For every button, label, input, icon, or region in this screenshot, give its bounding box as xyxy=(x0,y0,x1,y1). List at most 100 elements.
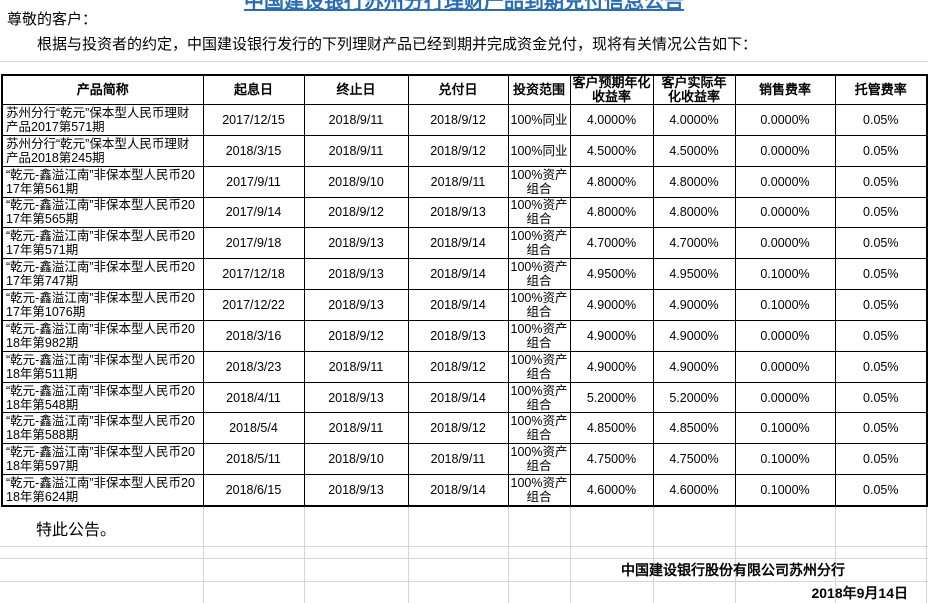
cell-product-name: “乾元-鑫溢江南”非保本型人民币2018年第624期 xyxy=(1,474,204,507)
cell-investment-scope: 100%资产组合 xyxy=(507,350,571,383)
cell-actual-yield: 4.9000% xyxy=(652,289,736,321)
cell-sales-fee: 0.0000% xyxy=(734,227,836,260)
table-row: “乾元-鑫溢江南”非保本型人民币2018年第548期 2018/4/11 2018/… xyxy=(1,381,928,414)
cell-end-date: 2018/9/13 xyxy=(303,381,409,414)
cell-expected-yield: 4.7000% xyxy=(569,227,654,260)
cell-custody-fee: 0.05% xyxy=(834,104,928,136)
products-table: 产品简称 起息日 终止日 兑付日 投资范围 客户预期年化收益率 客户实际年化收益率 销售费率托… xyxy=(1,74,928,507)
cell-payment-date: 2018/9/14 xyxy=(407,227,509,260)
column-header: 托管费率 xyxy=(834,74,928,105)
gridline-vertical xyxy=(508,507,509,603)
cell-product-name: “乾元-鑫溢江南”非保本型人民币2017年第747期 xyxy=(1,258,204,291)
cell-payment-date: 2018/9/14 xyxy=(407,289,509,321)
cell-sales-fee: 0.0000% xyxy=(734,165,836,198)
cell-product-name: 苏州分行“乾元”保本型人民币理财产品2018第245期 xyxy=(1,134,204,167)
column-header: 终止日 xyxy=(303,74,409,105)
cell-product-name: “乾元-鑫溢江南”非保本型人民币2018年第548期 xyxy=(1,381,204,414)
cell-actual-yield: 4.5000% xyxy=(652,134,736,167)
greeting-text: 尊敬的客户： xyxy=(7,11,98,28)
cell-actual-yield: 4.8500% xyxy=(652,412,736,445)
column-header: 投资范围 xyxy=(507,74,571,105)
closing-text: 特此公告。 xyxy=(36,522,117,539)
cell-custody-fee: 0.05% xyxy=(834,227,928,260)
cell-start-date: 2018/3/16 xyxy=(202,319,305,352)
cell-payment-date: 2018/9/14 xyxy=(407,258,509,291)
page-title: 中国建设银行苏州分行理财产品到期兑付信息公告 xyxy=(244,0,684,13)
cell-product-name: “乾元-鑫溢江南”非保本型人民币2017年第565期 xyxy=(1,196,204,229)
cell-actual-yield: 4.0000% xyxy=(652,104,736,136)
column-header: 客户预期年化收益率 xyxy=(569,74,654,105)
cell-investment-scope: 100%资产组合 xyxy=(507,443,571,476)
cell-product-name: 苏州分行“乾元”保本型人民币理财产品2017第571期 xyxy=(1,104,204,136)
cell-actual-yield: 4.7500% xyxy=(652,443,736,476)
cell-start-date: 2017/12/22 xyxy=(202,289,305,321)
column-header: 客户实际年化收益率 xyxy=(652,74,736,105)
cell-end-date: 2018/9/13 xyxy=(303,227,409,260)
cell-expected-yield: 4.7500% xyxy=(569,443,654,476)
cell-expected-yield: 4.9000% xyxy=(569,289,654,321)
cell-end-date: 2018/9/10 xyxy=(303,165,409,198)
table-row: “乾元-鑫溢江南”非保本型人民币2018年第511期 2018/3/23 2018/… xyxy=(1,350,928,383)
cell-sales-fee: 0.0000% xyxy=(734,381,836,414)
cell-investment-scope: 100%资产组合 xyxy=(507,474,571,507)
cell-payment-date: 2018/9/14 xyxy=(407,381,509,414)
gridline-vertical xyxy=(653,507,654,603)
cell-start-date: 2018/5/11 xyxy=(202,443,305,476)
table-header-row: 产品简称 起息日 终止日 兑付日 投资范围 客户预期年化收益率 客户实际年化收益率 销售费率托… xyxy=(1,74,928,105)
cell-expected-yield: 4.6000% xyxy=(569,474,654,507)
cell-actual-yield: 5.2000% xyxy=(652,381,736,414)
cell-sales-fee: 0.1000% xyxy=(734,258,836,291)
cell-end-date: 2018/9/12 xyxy=(303,196,409,229)
cell-start-date: 2017/12/18 xyxy=(202,258,305,291)
cell-custody-fee: 0.05% xyxy=(834,319,928,352)
cell-payment-date: 2018/9/13 xyxy=(407,319,509,352)
table-row: “乾元-鑫溢江南”非保本型人民币2018年第624期 2018/6/15 2018/… xyxy=(1,474,928,507)
gridline-horizontal xyxy=(0,558,928,559)
column-header: 兑付日 xyxy=(407,74,509,105)
cell-sales-fee: 0.0000% xyxy=(734,196,836,229)
cell-start-date: 2017/9/11 xyxy=(202,165,305,198)
cell-payment-date: 2018/9/12 xyxy=(407,412,509,445)
cell-expected-yield: 4.9000% xyxy=(569,350,654,383)
gridline-horizontal xyxy=(0,546,928,547)
cell-start-date: 2018/5/4 xyxy=(202,412,305,445)
cell-custody-fee: 0.05% xyxy=(834,289,928,321)
cell-start-date: 2018/4/11 xyxy=(202,381,305,414)
table-row: “乾元-鑫溢江南”非保本型人民币2017年第571期 2017/9/18 2018/… xyxy=(1,227,928,260)
cell-payment-date: 2018/9/14 xyxy=(407,474,509,507)
cell-product-name: “乾元-鑫溢江南”非保本型人民币2017年第571期 xyxy=(1,227,204,260)
intro-paragraph: 根据与投资者的约定，中国建设银行发行的下列理财产品已经到期并完成资金兑付，现将有… xyxy=(37,36,758,53)
cell-start-date: 2018/6/15 xyxy=(202,474,305,507)
cell-end-date: 2018/9/11 xyxy=(303,134,409,167)
cell-sales-fee: 0.1000% xyxy=(734,443,836,476)
cell-custody-fee: 0.05% xyxy=(834,443,928,476)
cell-end-date: 2018/9/11 xyxy=(303,104,409,136)
cell-investment-scope: 100%资产组合 xyxy=(507,412,571,445)
table-row: “乾元-鑫溢江南”非保本型人民币2018年第597期 2018/5/11 2018/… xyxy=(1,443,928,476)
cell-investment-scope: 100%资产组合 xyxy=(507,227,571,260)
cell-payment-date: 2018/9/12 xyxy=(407,104,509,136)
cell-investment-scope: 100%资产组合 xyxy=(507,319,571,352)
cell-custody-fee: 0.05% xyxy=(834,350,928,383)
cell-sales-fee: 0.1000% xyxy=(734,289,836,321)
cell-product-name: “乾元-鑫溢江南”非保本型人民币2018年第511期 xyxy=(1,350,204,383)
gridline-vertical xyxy=(835,507,836,603)
cell-investment-scope: 100%资产组合 xyxy=(507,258,571,291)
table-row: “乾元-鑫溢江南”非保本型人民币2018年第588期 2018/5/4 2018/9… xyxy=(1,412,928,445)
cell-expected-yield: 4.8000% xyxy=(569,196,654,229)
cell-end-date: 2018/9/13 xyxy=(303,474,409,507)
cell-product-name: “乾元-鑫溢江南”非保本型人民币2017年第1076期 xyxy=(1,289,204,321)
cell-investment-scope: 100%同业 xyxy=(507,104,571,136)
cell-product-name: “乾元-鑫溢江南”非保本型人民币2018年第597期 xyxy=(1,443,204,476)
table-row: “乾元-鑫溢江南”非保本型人民币2017年第565期 2017/9/14 2018/… xyxy=(1,196,928,229)
gridline-horizontal xyxy=(0,581,928,582)
cell-start-date: 2017/9/18 xyxy=(202,227,305,260)
gridline-vertical xyxy=(304,507,305,603)
cell-actual-yield: 4.9000% xyxy=(652,350,736,383)
cell-sales-fee: 0.0000% xyxy=(734,350,836,383)
cell-payment-date: 2018/9/13 xyxy=(407,196,509,229)
table-row: 苏州分行“乾元”保本型人民币理财产品2018第245期 2018/3/15 2018… xyxy=(1,134,928,167)
cell-expected-yield: 4.9000% xyxy=(569,319,654,352)
cell-sales-fee: 0.1000% xyxy=(734,412,836,445)
cell-payment-date: 2018/9/11 xyxy=(407,165,509,198)
